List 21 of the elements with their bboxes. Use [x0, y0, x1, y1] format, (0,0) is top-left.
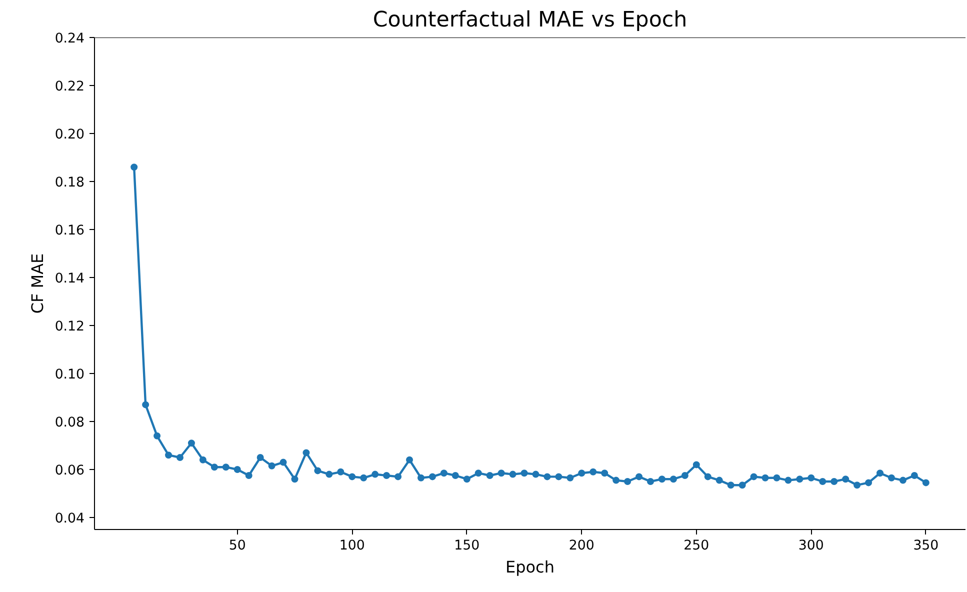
- y-tick-label: 0.10: [54, 368, 85, 382]
- x-tick-label: 100: [339, 538, 365, 554]
- y-tick-label: 0.24: [54, 32, 85, 46]
- x-tick-label: 50: [228, 538, 246, 554]
- y-tick-label: 0.18: [54, 176, 85, 190]
- x-tick-label: 350: [913, 538, 939, 554]
- chart-title: Counterfactual MAE vs Epoch: [372, 8, 688, 32]
- y-tick-label: 0.08: [54, 416, 85, 430]
- y-tick-label: 0.20: [54, 128, 85, 142]
- y-tick-label: 0.12: [54, 320, 85, 334]
- y-tick-label: 0.22: [54, 80, 85, 94]
- x-axis-title: Epoch: [506, 558, 555, 576]
- x-tick-label: 200: [568, 538, 594, 554]
- y-tick-label: 0.14: [54, 272, 85, 286]
- y-axis-title: CF MAE: [28, 253, 47, 314]
- y-tick-label: 0.06: [54, 464, 85, 478]
- y-tick-label: 0.16: [54, 224, 85, 238]
- x-tick-label: 300: [798, 538, 824, 554]
- y-tick-label: 0.04: [54, 512, 85, 526]
- x-tick-label: 150: [454, 538, 480, 554]
- x-tick-label: 250: [684, 538, 710, 554]
